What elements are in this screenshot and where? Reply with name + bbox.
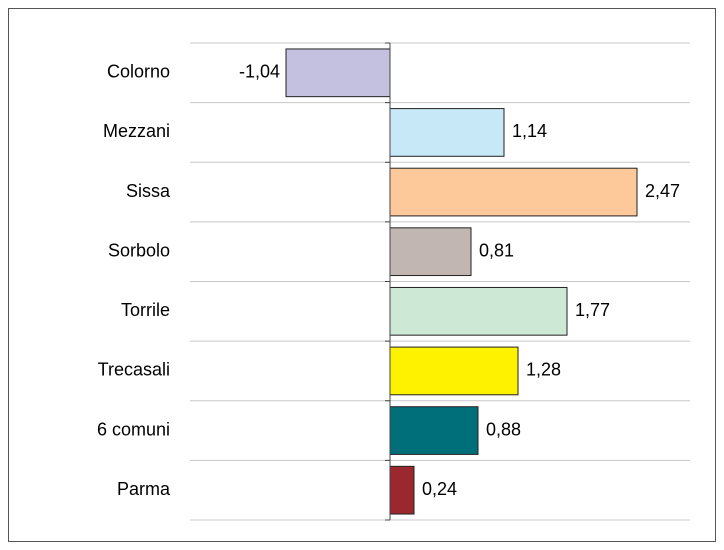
bar — [389, 108, 505, 157]
category-label: Colorno — [107, 62, 170, 82]
category-label: Torrile — [121, 300, 170, 320]
bar — [389, 227, 472, 277]
category-label: Sorbolo — [108, 240, 170, 260]
bar — [389, 406, 479, 455]
value-label: 1,14 — [512, 121, 547, 141]
category-label: 6 comuni — [97, 419, 170, 439]
category-label: Sissa — [126, 181, 171, 201]
value-label: 2,47 — [645, 181, 680, 201]
value-label: 1,77 — [575, 300, 610, 320]
category-label: Parma — [117, 479, 171, 499]
category-label: Mezzani — [103, 121, 170, 141]
chart-frame — [8, 8, 716, 542]
value-label: 0,81 — [479, 240, 514, 260]
bar — [389, 346, 519, 396]
bar — [285, 48, 391, 98]
bar — [389, 286, 568, 336]
value-label: 0,88 — [486, 419, 521, 439]
value-label: -1,04 — [239, 62, 280, 82]
category-label: Trecasali — [98, 360, 170, 380]
value-label: 0,24 — [422, 479, 457, 499]
bar — [389, 167, 638, 217]
value-label: 1,28 — [526, 360, 561, 380]
bar — [389, 465, 415, 515]
